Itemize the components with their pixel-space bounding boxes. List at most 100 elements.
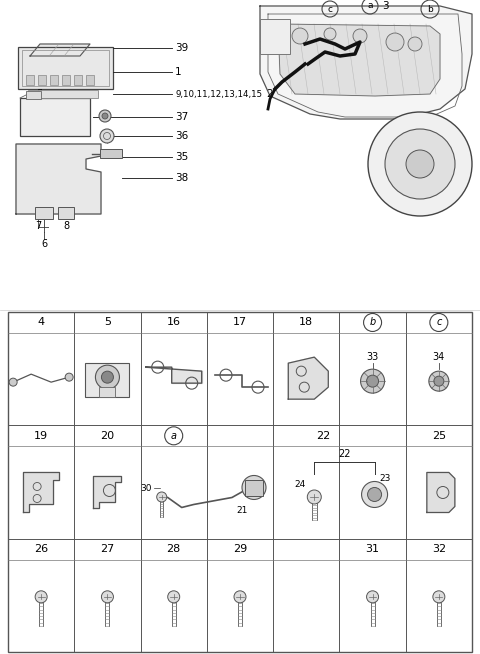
Text: 3: 3	[382, 1, 388, 11]
Bar	[99, 387, 115, 397]
Text: a: a	[171, 431, 177, 441]
Text: 34: 34	[433, 352, 445, 362]
Text: 32: 32	[432, 544, 446, 554]
Circle shape	[368, 112, 472, 216]
Bar	[74, 75, 82, 85]
Circle shape	[433, 591, 445, 603]
Text: 22: 22	[338, 449, 351, 460]
Bar	[245, 481, 263, 496]
Text: 28: 28	[167, 544, 181, 554]
Text: 27: 27	[100, 544, 115, 554]
Polygon shape	[30, 44, 90, 56]
Text: 23: 23	[379, 474, 390, 483]
Text: c: c	[327, 5, 333, 14]
Text: 8: 8	[63, 221, 69, 231]
Polygon shape	[16, 144, 101, 214]
Text: 36: 36	[175, 131, 188, 141]
Text: b: b	[427, 5, 433, 14]
Text: 9,10,11,12,13,14,15: 9,10,11,12,13,14,15	[175, 90, 262, 99]
Circle shape	[360, 369, 384, 393]
Bar	[260, 19, 290, 54]
Circle shape	[96, 365, 120, 389]
Text: 26: 26	[34, 544, 48, 554]
Circle shape	[9, 378, 17, 386]
Bar	[58, 207, 74, 219]
Text: 19: 19	[34, 431, 48, 441]
Circle shape	[35, 591, 47, 603]
Bar	[22, 50, 109, 86]
Polygon shape	[260, 6, 472, 119]
Polygon shape	[94, 477, 121, 508]
Bar	[38, 75, 46, 85]
Bar	[35, 207, 53, 219]
Circle shape	[429, 371, 449, 391]
Text: 37: 37	[175, 112, 188, 122]
Circle shape	[242, 475, 266, 500]
Circle shape	[434, 376, 444, 386]
Bar	[26, 75, 34, 85]
Circle shape	[385, 129, 455, 199]
Circle shape	[408, 37, 422, 51]
Text: b: b	[370, 317, 376, 328]
Text: 30: 30	[140, 484, 152, 493]
Circle shape	[386, 33, 404, 51]
Text: c: c	[436, 317, 442, 328]
Bar	[85, 363, 130, 397]
Circle shape	[292, 28, 308, 44]
Circle shape	[102, 113, 108, 119]
Circle shape	[234, 591, 246, 603]
Circle shape	[324, 28, 336, 40]
Text: 1: 1	[175, 67, 181, 77]
Text: 4: 4	[37, 317, 45, 328]
Circle shape	[156, 492, 167, 502]
Text: 21: 21	[236, 506, 248, 515]
Circle shape	[361, 481, 387, 508]
Text: 25: 25	[432, 431, 446, 441]
Circle shape	[168, 591, 180, 603]
Bar	[20, 98, 90, 136]
Text: 22: 22	[316, 431, 330, 441]
Bar	[62, 75, 70, 85]
Bar	[18, 47, 113, 89]
Polygon shape	[427, 472, 455, 513]
Text: 🔌: 🔌	[38, 89, 42, 95]
Circle shape	[99, 110, 111, 122]
Text: 24: 24	[295, 480, 306, 489]
Bar	[100, 149, 122, 158]
Polygon shape	[146, 367, 202, 383]
Text: 33: 33	[366, 352, 379, 362]
Bar	[8, 312, 472, 652]
Circle shape	[353, 29, 367, 43]
Text: 31: 31	[366, 544, 380, 554]
Text: 17: 17	[233, 317, 247, 328]
Circle shape	[368, 487, 382, 502]
Text: 7: 7	[35, 221, 41, 231]
Polygon shape	[288, 357, 328, 399]
Text: 16: 16	[167, 317, 180, 328]
Text: 29: 29	[233, 544, 247, 554]
Text: 6: 6	[41, 239, 47, 249]
Circle shape	[367, 591, 379, 603]
Bar	[86, 75, 94, 85]
Text: 1: 1	[259, 41, 265, 51]
Bar	[26, 91, 41, 99]
Text: 39: 39	[175, 43, 188, 53]
Circle shape	[101, 371, 113, 383]
Text: a: a	[367, 1, 373, 10]
Text: 18: 18	[299, 317, 313, 328]
Text: 38: 38	[175, 173, 188, 183]
Circle shape	[367, 375, 379, 387]
Circle shape	[406, 150, 434, 178]
Text: 35: 35	[175, 152, 188, 162]
Text: 20: 20	[100, 431, 115, 441]
Circle shape	[101, 591, 113, 603]
Text: 2: 2	[267, 89, 273, 99]
Circle shape	[100, 129, 114, 143]
Bar	[28, 90, 98, 98]
Polygon shape	[23, 472, 59, 513]
Bar	[50, 75, 58, 85]
Polygon shape	[278, 24, 440, 96]
Circle shape	[307, 490, 321, 504]
Circle shape	[65, 373, 73, 381]
Text: 5: 5	[104, 317, 111, 328]
